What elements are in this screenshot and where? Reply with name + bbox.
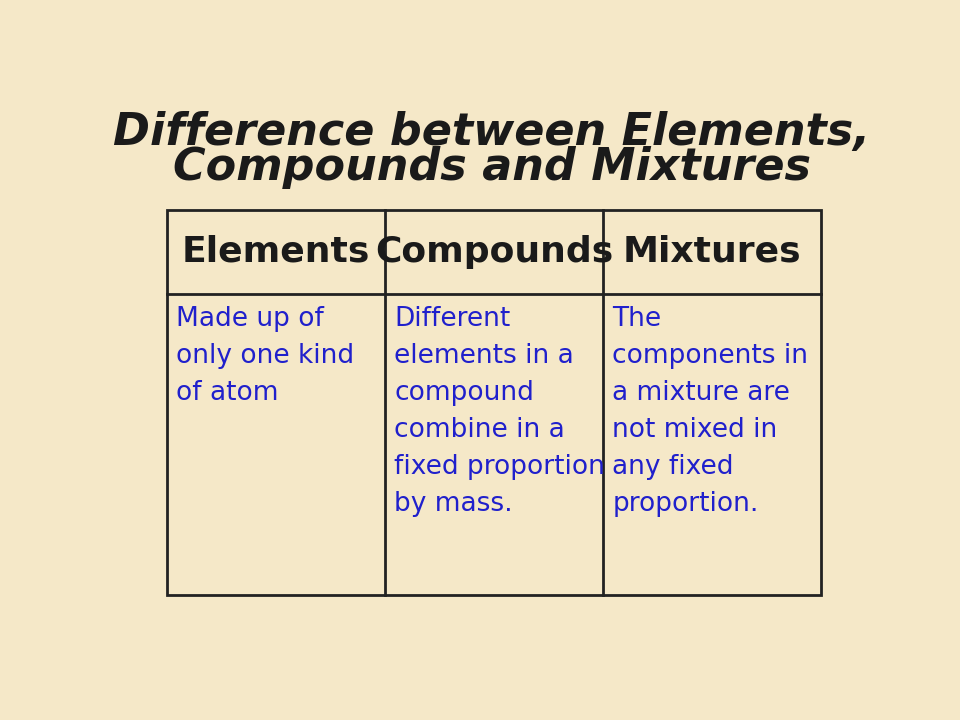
Text: Elements: Elements bbox=[181, 235, 370, 269]
Text: Mixtures: Mixtures bbox=[623, 235, 802, 269]
Text: Compounds and Mixtures: Compounds and Mixtures bbox=[173, 145, 811, 189]
Text: Difference between Elements,: Difference between Elements, bbox=[113, 111, 871, 154]
Text: The
components in
a mixture are
not mixed in
any fixed
proportion.: The components in a mixture are not mixe… bbox=[612, 306, 808, 517]
Bar bbox=[166, 210, 822, 595]
Text: Compounds: Compounds bbox=[374, 235, 613, 269]
Text: Different
elements in a
compound
combine in a
fixed proportion
by mass.: Different elements in a compound combine… bbox=[395, 306, 605, 517]
Text: Made up of
only one kind
of atom: Made up of only one kind of atom bbox=[176, 306, 354, 406]
